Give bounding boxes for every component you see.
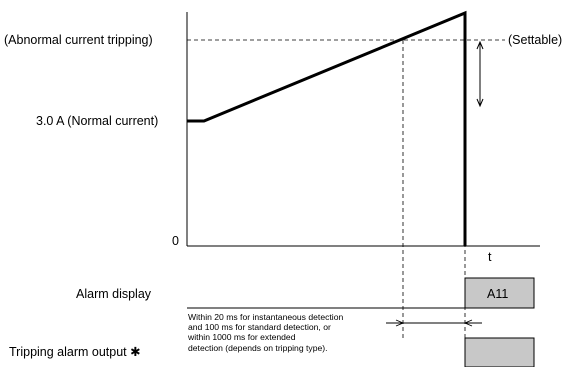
settable-label: (Settable) [508, 33, 563, 47]
alarm-display-label: Alarm display [76, 287, 152, 301]
settable-arrow-head-top [476, 40, 484, 50]
alarm-display-box [464, 277, 535, 309]
alarm-code: A11 [487, 287, 509, 301]
normal-current-label: 3.0 A (Normal current) [36, 114, 159, 128]
tripping-output-label: Tripping alarm output ✱ [9, 345, 141, 359]
detection-arrow-head-right [463, 319, 473, 327]
settable-arrow-head-bottom [476, 98, 484, 108]
detection-arrow-head-left [395, 319, 405, 327]
current-curve [187, 10, 467, 246]
abnormal-current-label: (Abnormal current tripping) [4, 33, 153, 47]
origin-label: 0 [172, 234, 179, 248]
time-axis-label: t [488, 250, 492, 264]
detection-note: Within 20 ms for instantaneous detection… [188, 312, 344, 353]
tripping-output-box [464, 337, 535, 367]
